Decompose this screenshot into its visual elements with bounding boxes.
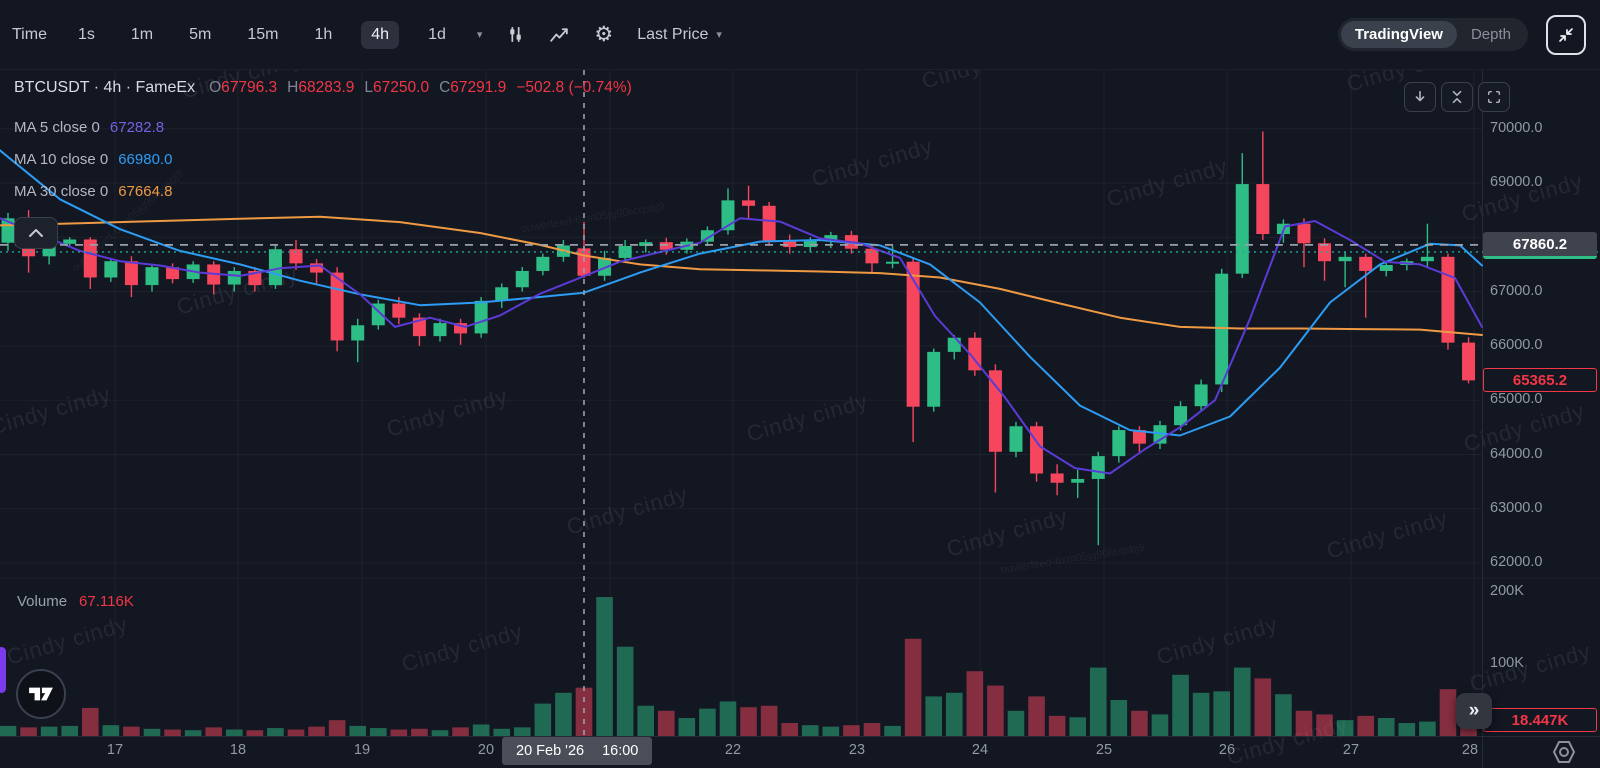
ma-lines [0,149,1483,475]
settings-gear-icon[interactable]: ⚙ [594,23,614,46]
collapse-vertical-icon [1452,90,1462,104]
view-toggle-tradingview-button[interactable]: TradingView [1340,21,1457,48]
interval-1s-button[interactable]: 1s [77,25,95,43]
trend-line-icon [550,28,569,42]
sliders-icon [510,27,522,42]
last-price-caret-icon: ▾ [716,29,722,41]
last-price-dropdown[interactable]: Last Price ▾ [637,26,722,44]
volume-bars [0,597,1477,736]
download-icon [1415,90,1425,102]
tradingview-logo[interactable] [16,669,66,719]
fullscreen-button[interactable] [1478,82,1510,112]
interval-5m-button[interactable]: 5m [189,25,212,43]
view-toggle: TradingView Depth [1337,18,1528,51]
candles [1,131,1476,546]
interval-4h-button[interactable]: 4h [361,20,400,49]
last-price-label: Last Price [637,25,709,43]
double-chevron-right-icon: » [1468,700,1480,721]
chart-style-button[interactable] [506,25,525,44]
go-to-realtime-button[interactable]: » [1456,693,1492,729]
fullscreen-icon [1487,90,1501,104]
collapse-arrows-icon [1559,27,1573,42]
interval-buttons: 1s 1m 5m 15m 1h 4h 1d [71,20,453,49]
crosshair-and-price-lines [0,70,1600,736]
hexagon-settings-icon [1552,741,1576,763]
interval-1d-button[interactable]: 1d [428,25,446,43]
axis-settings-button[interactable] [1549,738,1579,768]
collapse-window-button[interactable] [1546,14,1586,55]
tradingview-logo-icon [29,687,53,701]
download-chart-button[interactable] [1404,82,1436,112]
gridlines [0,70,1600,768]
chevron-up-icon [29,229,43,237]
view-toggle-depth-button[interactable]: Depth [1470,26,1511,43]
interval-dropdown-caret[interactable]: ▾ [476,29,483,41]
collapse-vertical-button[interactable] [1441,82,1473,112]
interval-1h-button[interactable]: 1h [314,25,333,43]
indicators-button[interactable] [549,25,570,44]
collapse-pane-button[interactable] [14,217,58,249]
time-menu-button[interactable]: Time [12,25,47,43]
interval-15m-button[interactable]: 15m [247,25,279,43]
interval-1m-button[interactable]: 1m [130,25,154,43]
top-toolbar: Time 1s 1m 5m 15m 1h 4h 1d ▾ ⚙ Last Price ▾ Tr… [0,0,1600,70]
